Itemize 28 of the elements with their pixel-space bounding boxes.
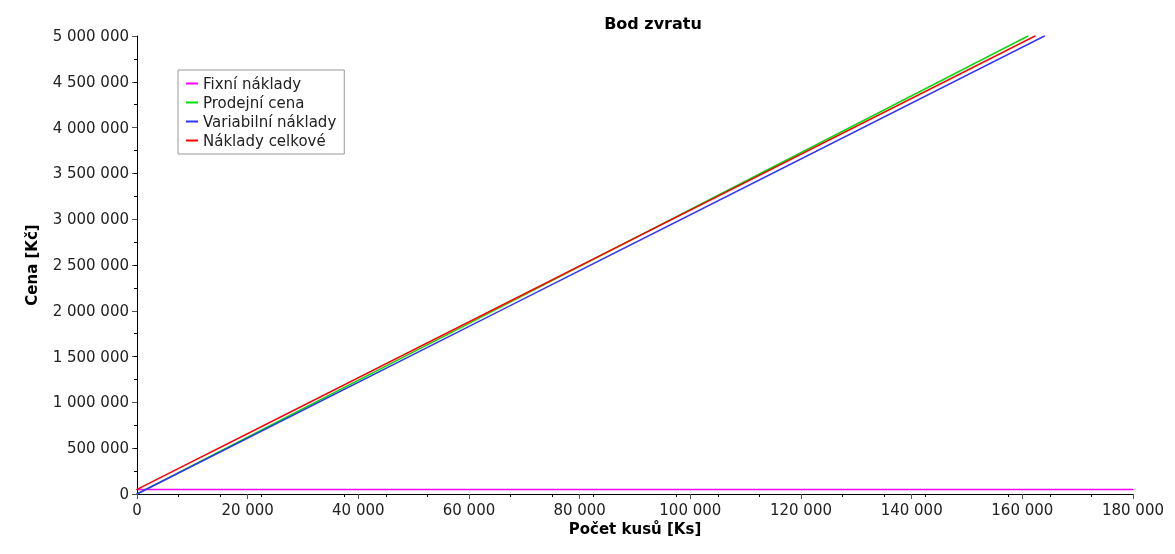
x-tick-label: 40 000 xyxy=(332,500,385,519)
y-tick-label: 3 500 000 xyxy=(52,164,129,183)
legend-label: Prodejní cena xyxy=(203,93,305,112)
y-tick-label: 500 000 xyxy=(66,439,129,458)
x-tick-label: 20 000 xyxy=(221,500,274,519)
y-tick-label: 4 000 000 xyxy=(52,118,129,137)
x-axis-title: Počet kusů [Ks] xyxy=(568,520,702,539)
chart-title: Bod zvratu xyxy=(604,13,702,33)
legend-label: Variabilní náklady xyxy=(203,112,337,131)
y-axis-title: Cena [Kč] xyxy=(22,224,41,306)
x-tick-label: 140 000 xyxy=(880,500,943,519)
x-tick-label: 160 000 xyxy=(991,500,1054,519)
x-tick-label: 100 000 xyxy=(659,500,722,519)
legend-label: Náklady celkové xyxy=(203,131,326,150)
y-tick-label: 2 000 000 xyxy=(52,301,129,320)
y-tick-label: 1 000 000 xyxy=(52,393,129,412)
y-tick-label: 2 500 000 xyxy=(52,256,129,274)
y-tick-label: 0 xyxy=(119,485,129,503)
y-tick-label: 4 500 000 xyxy=(52,72,129,91)
x-tick-label: 180 000 xyxy=(1101,500,1164,519)
x-tick-label: 0 xyxy=(132,500,142,519)
x-tick-label: 80 000 xyxy=(553,500,606,519)
x-tick-label: 120 000 xyxy=(769,500,833,519)
legend-label: Fixní náklady xyxy=(203,74,302,93)
y-tick-label: 1 500 000 xyxy=(52,347,129,366)
y-tick-label: 5 000 000 xyxy=(52,27,129,45)
y-tick-label: 3 000 000 xyxy=(52,210,129,229)
x-tick-label: 60 000 xyxy=(442,500,496,519)
